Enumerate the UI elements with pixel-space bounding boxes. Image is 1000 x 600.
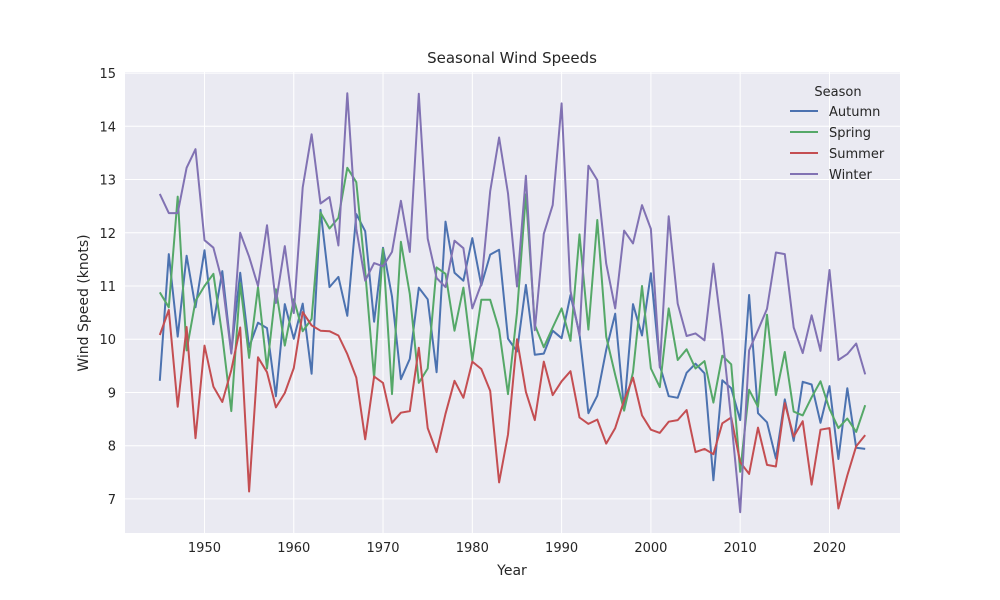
x-tick-label: 1980 bbox=[456, 541, 489, 556]
y-tick-label: 13 bbox=[99, 174, 116, 189]
plot-background bbox=[125, 72, 900, 533]
x-tick-labels: 1950 1960 1970 1980 1990 2000 2010 2020 bbox=[188, 541, 846, 556]
y-tick-labels: 7 8 9 10 11 12 13 14 15 bbox=[99, 67, 116, 508]
y-axis-label: Wind Speed (knots) bbox=[76, 234, 92, 371]
x-tick-label: 2010 bbox=[724, 541, 757, 556]
series-lines bbox=[158, 92, 867, 514]
x-tick-label: 1970 bbox=[366, 541, 399, 556]
legend-label-autumn: Autumn bbox=[829, 105, 880, 120]
y-tick-label: 11 bbox=[99, 280, 116, 295]
x-axis-label: Year bbox=[496, 563, 527, 579]
series-line-summer bbox=[158, 309, 866, 510]
chart-title: Seasonal Wind Speeds bbox=[427, 49, 597, 67]
x-tick-label: 2000 bbox=[634, 541, 667, 556]
x-tick-label: 2020 bbox=[813, 541, 846, 556]
y-tick-label: 15 bbox=[99, 67, 116, 82]
x-tick-label: 1950 bbox=[188, 541, 221, 556]
legend-label-winter: Winter bbox=[829, 168, 873, 183]
y-tick-label: 7 bbox=[108, 493, 116, 508]
legend-title: Season bbox=[814, 85, 861, 100]
x-tick-label: 1990 bbox=[545, 541, 578, 556]
legend-label-spring: Spring bbox=[829, 126, 871, 141]
y-tick-label: 8 bbox=[108, 440, 116, 455]
y-tick-label: 9 bbox=[108, 386, 116, 401]
y-tick-label: 10 bbox=[99, 333, 116, 348]
y-tick-label: 14 bbox=[99, 120, 116, 135]
x-tick-label: 1960 bbox=[277, 541, 310, 556]
series-line-winter bbox=[158, 92, 867, 514]
legend: Season Autumn Spring Summer Winter bbox=[790, 85, 885, 183]
y-tick-label: 12 bbox=[99, 227, 116, 242]
legend-label-summer: Summer bbox=[829, 147, 885, 162]
